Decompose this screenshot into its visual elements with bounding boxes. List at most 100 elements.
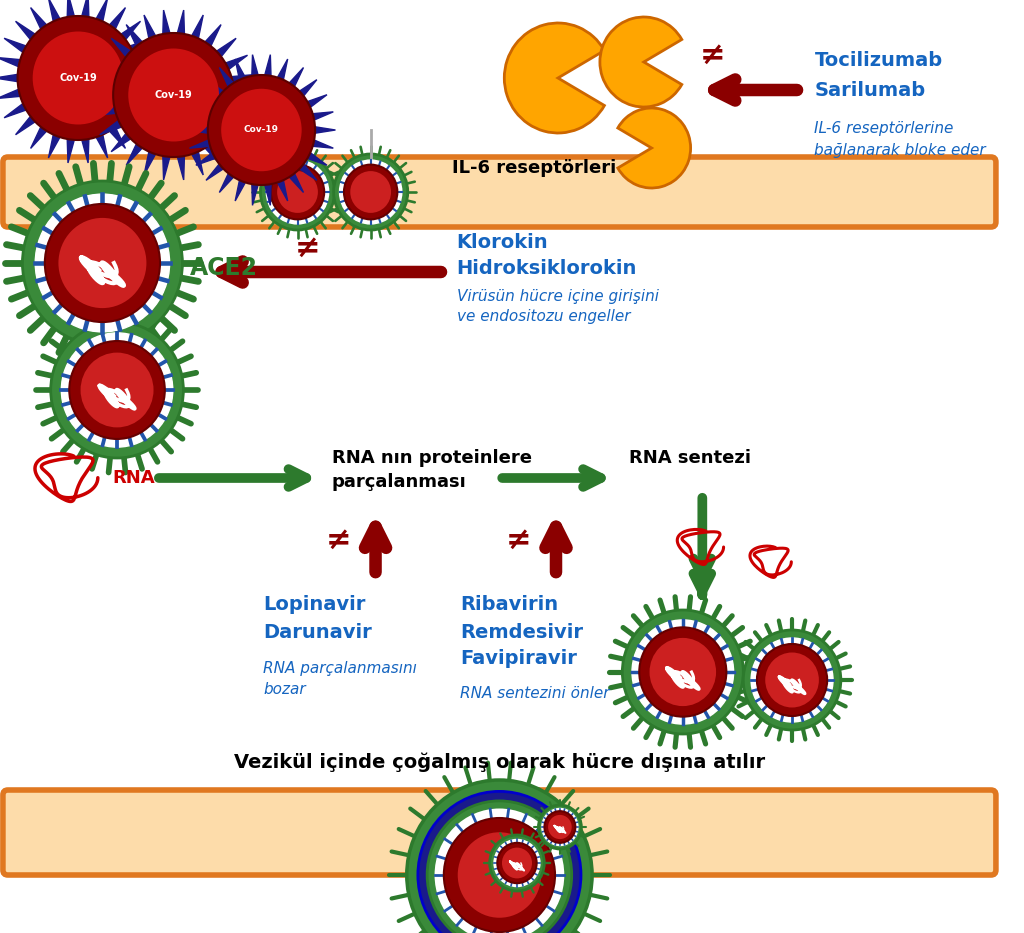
- Circle shape: [350, 171, 391, 213]
- Polygon shape: [231, 75, 255, 84]
- Text: ≠: ≠: [506, 525, 531, 554]
- Polygon shape: [189, 112, 211, 120]
- FancyBboxPatch shape: [3, 157, 996, 227]
- Circle shape: [61, 333, 173, 447]
- Text: Sarilumab: Sarilumab: [814, 80, 926, 100]
- Polygon shape: [278, 59, 288, 80]
- Text: IL-6 reseptörlerine: IL-6 reseptörlerine: [814, 120, 954, 135]
- Text: ≠: ≠: [295, 233, 321, 262]
- Circle shape: [427, 801, 571, 933]
- Polygon shape: [196, 152, 216, 165]
- Polygon shape: [110, 127, 126, 148]
- Text: Tocilizumab: Tocilizumab: [814, 50, 943, 69]
- Circle shape: [221, 89, 302, 172]
- Polygon shape: [264, 184, 271, 205]
- Circle shape: [270, 164, 325, 219]
- Polygon shape: [307, 152, 327, 165]
- Text: RNA nın proteinlere: RNA nın proteinlere: [332, 449, 531, 467]
- Polygon shape: [216, 133, 237, 152]
- Polygon shape: [144, 151, 156, 175]
- FancyBboxPatch shape: [3, 790, 996, 875]
- Polygon shape: [177, 10, 184, 35]
- Wedge shape: [600, 17, 682, 107]
- Polygon shape: [225, 55, 248, 70]
- Text: Ribavirin: Ribavirin: [461, 595, 558, 615]
- Polygon shape: [15, 116, 36, 134]
- Polygon shape: [231, 106, 255, 116]
- Polygon shape: [299, 164, 316, 180]
- Circle shape: [751, 638, 834, 722]
- Circle shape: [632, 620, 733, 724]
- Polygon shape: [163, 10, 170, 35]
- Polygon shape: [187, 127, 208, 133]
- Polygon shape: [4, 104, 27, 118]
- Circle shape: [443, 818, 555, 932]
- Circle shape: [542, 809, 578, 845]
- Text: ≠: ≠: [699, 40, 725, 69]
- Polygon shape: [129, 38, 152, 52]
- Polygon shape: [48, 0, 60, 21]
- Polygon shape: [31, 7, 47, 30]
- Polygon shape: [135, 58, 159, 67]
- Polygon shape: [236, 180, 246, 201]
- Polygon shape: [205, 144, 221, 165]
- Text: RNA sentezi: RNA sentezi: [629, 449, 752, 467]
- Circle shape: [539, 805, 582, 849]
- Polygon shape: [112, 38, 131, 57]
- Text: Cov-19: Cov-19: [244, 126, 279, 134]
- Circle shape: [407, 780, 592, 933]
- Circle shape: [128, 49, 219, 142]
- Circle shape: [58, 218, 146, 308]
- Circle shape: [418, 791, 581, 933]
- Text: ve endositozu engeller: ve endositozu engeller: [457, 309, 630, 324]
- Text: RNA parçalanmasını: RNA parçalanmasını: [263, 661, 417, 675]
- Wedge shape: [617, 108, 690, 188]
- Text: Darunavir: Darunavir: [263, 622, 372, 642]
- Circle shape: [344, 164, 397, 219]
- Polygon shape: [68, 139, 75, 163]
- Polygon shape: [4, 38, 27, 52]
- Circle shape: [502, 847, 532, 878]
- Circle shape: [81, 353, 154, 427]
- Polygon shape: [252, 55, 258, 77]
- Polygon shape: [112, 133, 131, 152]
- Polygon shape: [126, 24, 142, 47]
- Circle shape: [494, 840, 540, 886]
- Circle shape: [743, 630, 841, 730]
- Polygon shape: [82, 139, 89, 163]
- Polygon shape: [314, 127, 336, 133]
- Polygon shape: [0, 75, 18, 82]
- Polygon shape: [191, 151, 203, 175]
- Text: Virüsün hücre içine girişini: Virüsün hücre içine girişini: [457, 288, 658, 303]
- Polygon shape: [0, 90, 20, 99]
- Polygon shape: [48, 134, 60, 158]
- Circle shape: [340, 160, 401, 224]
- Text: Hidroksiklorokin: Hidroksiklorokin: [457, 258, 637, 277]
- Circle shape: [33, 32, 124, 124]
- Polygon shape: [278, 180, 288, 201]
- Text: RNA: RNA: [113, 469, 155, 487]
- Circle shape: [51, 322, 183, 458]
- Polygon shape: [252, 184, 258, 205]
- Polygon shape: [196, 95, 216, 107]
- Text: ACE2: ACE2: [190, 256, 258, 280]
- Polygon shape: [96, 134, 108, 158]
- Text: Vezikül içinde çoğalmış olarak hücre dışına atılır: Vezikül içinde çoğalmış olarak hücre dış…: [233, 752, 765, 772]
- Polygon shape: [191, 15, 203, 39]
- Circle shape: [434, 809, 564, 933]
- Polygon shape: [138, 75, 162, 82]
- Polygon shape: [163, 156, 170, 180]
- Polygon shape: [312, 140, 333, 148]
- Polygon shape: [205, 24, 221, 47]
- Polygon shape: [225, 120, 248, 134]
- Circle shape: [17, 16, 138, 140]
- Polygon shape: [135, 90, 159, 99]
- Circle shape: [334, 154, 408, 230]
- Text: parçalanması: parçalanması: [332, 473, 466, 491]
- Polygon shape: [233, 91, 257, 99]
- Circle shape: [260, 154, 335, 230]
- Text: bozar: bozar: [263, 683, 306, 698]
- Polygon shape: [206, 79, 223, 96]
- Circle shape: [35, 194, 170, 332]
- Circle shape: [623, 610, 743, 734]
